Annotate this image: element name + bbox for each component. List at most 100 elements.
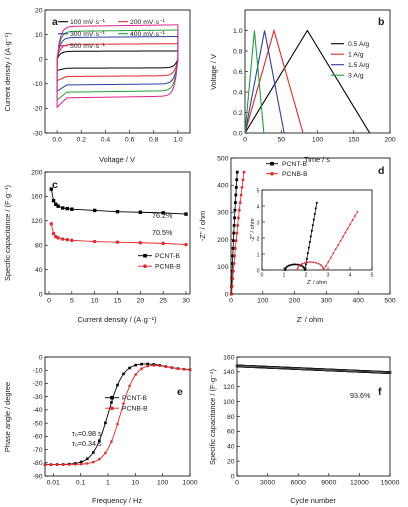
plot-frame — [230, 157, 391, 295]
y-tick-label: 80 — [35, 243, 43, 250]
legend-label: PCNB-B — [282, 171, 308, 178]
panel-label: b — [378, 16, 384, 28]
plot-frame — [44, 9, 191, 134]
inset-point — [284, 269, 286, 271]
inset-point — [300, 264, 303, 267]
data-point — [79, 462, 83, 466]
legend-marker — [110, 395, 114, 400]
inset-frame — [261, 189, 373, 271]
data-point — [43, 463, 47, 466]
inset-point — [337, 244, 340, 246]
inset-point — [291, 263, 294, 266]
x-tick-label: 1 — [283, 273, 286, 279]
inset-point — [356, 210, 359, 213]
y-tick-label: 400 — [217, 183, 229, 190]
inset-point — [306, 261, 309, 264]
x-tick-label: 10 — [132, 480, 140, 487]
cv-curve — [56, 24, 179, 109]
x-tick-label: 12000 — [350, 480, 369, 487]
x-tick-label: 1000 — [182, 480, 197, 487]
y-tick-label: 0 — [257, 268, 260, 274]
x-tick-label: 0.4 — [101, 137, 111, 144]
legend-label: PCNB-B — [122, 406, 148, 413]
time-constant-annotation: τ₀=0.98 s — [72, 429, 102, 438]
data-point — [230, 292, 234, 296]
panel-label: f — [378, 386, 382, 398]
y-tick-label: 0.8 — [233, 48, 243, 55]
data-point — [55, 463, 59, 466]
x-tick-label: 9000 — [321, 480, 336, 487]
inset-point — [287, 264, 290, 267]
data-point — [232, 224, 236, 227]
data-point — [92, 208, 97, 213]
inset-point — [303, 267, 306, 270]
time-constant-annotation: τ₀=0.34 s — [72, 439, 102, 448]
data-point — [140, 362, 143, 366]
x-tick-label: 0.1 — [76, 480, 86, 487]
inset-point — [294, 263, 296, 266]
panel-label: d — [378, 165, 384, 177]
y-tick-label: 1 — [257, 252, 260, 258]
x-tick-label: 3 — [327, 273, 330, 279]
y-tick-label: 1.0 — [233, 28, 243, 35]
inset-point — [303, 261, 306, 264]
cv-panel: 0.0 0.2 0.4 0.6 0.8 1.0 -30 -20 -10 0 10 20 100 mV·… — [3, 7, 191, 164]
y-tick-label: 0 — [225, 291, 229, 298]
y-tick-label: 500 — [217, 155, 229, 162]
legend-marker — [270, 161, 274, 166]
x-tick-label: 200 — [384, 137, 396, 144]
x-tick-label: 5 — [70, 298, 74, 305]
inset-line — [284, 202, 318, 271]
data-point — [233, 216, 236, 220]
data-point — [242, 170, 246, 174]
data-point — [388, 371, 392, 374]
panel-label: e — [177, 386, 183, 398]
x-axis-label: Frequency / Hz — [92, 496, 142, 505]
y-tick-label: 120 — [31, 218, 43, 225]
data-point — [65, 238, 69, 242]
legend-label: 1.5 A/g — [348, 62, 369, 69]
y-tick-label: 2 — [257, 236, 260, 242]
y-tick-label: -40 — [33, 407, 43, 414]
data-point — [235, 178, 239, 182]
x-tick-label: 3000 — [260, 480, 275, 487]
x-tick-label: 1.0 — [173, 137, 183, 144]
cycling-panel: 0 3000 6000 9000 12000 15000 0 20 40 60 80 100 120 14… — [208, 354, 400, 505]
y-tick-label: -70 — [33, 447, 43, 454]
legend-marker — [270, 171, 274, 176]
data-point — [233, 208, 237, 212]
data-point — [49, 187, 53, 191]
y-axis-label: Current density / (A·g⁻¹) — [3, 32, 12, 111]
x-tick-label: 0.2 — [77, 137, 87, 144]
panel-label: c — [52, 179, 58, 191]
x-tick-label: 100 — [312, 137, 324, 144]
y-tick-label: 0.4 — [233, 89, 243, 96]
y-tick-label: -80 — [33, 460, 43, 467]
data-point — [231, 254, 235, 258]
y-tick-label: 10 — [35, 32, 43, 39]
data-point — [51, 198, 56, 203]
y-tick-label: 100 — [217, 264, 229, 271]
data-point — [49, 222, 53, 226]
inset-point — [309, 235, 312, 238]
inset-point — [344, 231, 347, 234]
data-point — [240, 185, 244, 189]
y-tick-label: -30 — [33, 394, 43, 401]
inset-point — [322, 269, 325, 271]
data-point — [146, 364, 150, 368]
y-tick-label: -60 — [33, 434, 43, 441]
data-point — [182, 367, 186, 371]
legend-label: PCNT-B — [122, 395, 147, 402]
panel-label: a — [52, 16, 58, 28]
x-tick-label: 1 — [106, 480, 110, 487]
x-tick-label: 0.01 — [47, 480, 60, 487]
cv-curve — [56, 29, 179, 102]
data-point — [184, 242, 188, 247]
legend-marker — [110, 406, 114, 411]
data-point — [56, 204, 60, 208]
inset-x-axis-label: Z' / ohm — [307, 280, 327, 286]
data-point — [236, 224, 240, 227]
data-point — [98, 457, 101, 461]
inset-point — [307, 246, 310, 249]
